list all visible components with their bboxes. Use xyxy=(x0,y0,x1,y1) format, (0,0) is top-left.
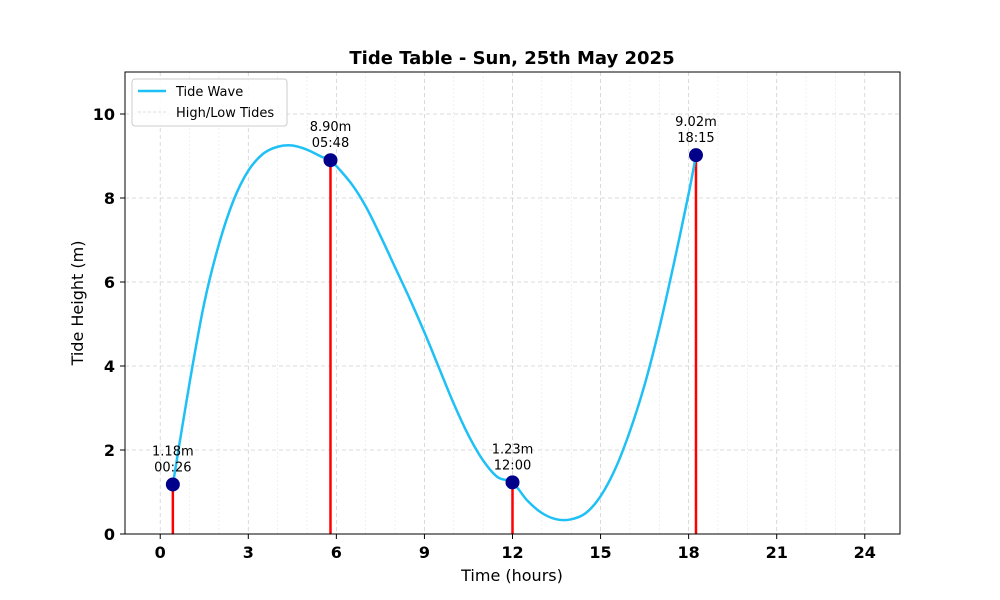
chart-title: Tide Table - Sun, 25th May 2025 xyxy=(349,48,674,69)
tide-marker xyxy=(688,148,703,163)
tide-stem-lines xyxy=(171,155,698,534)
annotation-height: 9.02m xyxy=(675,115,717,130)
legend-box xyxy=(131,78,288,127)
x-tick-label: 18 xyxy=(678,543,700,562)
legend-wave-label: Tide Wave xyxy=(175,85,243,100)
y-tick-label: 10 xyxy=(93,105,115,124)
y-axis-ticks: 0 2 4 6 8 10 xyxy=(93,105,125,544)
y-tick-label: 2 xyxy=(104,441,115,460)
x-tick-label: 9 xyxy=(419,543,430,562)
tide-wave-line xyxy=(171,144,698,522)
y-tick-label: 0 xyxy=(104,525,115,544)
x-tick-label: 0 xyxy=(155,543,166,562)
x-tick-label: 3 xyxy=(243,543,254,562)
annotation-time: 12:00 xyxy=(494,458,531,473)
x-tick-label: 24 xyxy=(854,543,876,562)
tide-marker xyxy=(165,477,180,492)
annotation-height: 8.90m xyxy=(310,120,352,135)
annotation-time: 18:15 xyxy=(677,131,714,146)
x-axis-label: Time (hours) xyxy=(460,566,563,585)
x-tick-label: 6 xyxy=(331,543,342,562)
legend-tides-label: High/Low Tides xyxy=(176,106,274,121)
x-tick-label: 21 xyxy=(766,543,788,562)
x-tick-label: 15 xyxy=(589,543,611,562)
tide-marker xyxy=(323,153,338,168)
annotation-time: 00:26 xyxy=(154,460,191,475)
annotation-time: 05:48 xyxy=(312,136,349,151)
annotation-height: 1.18m xyxy=(152,444,194,459)
y-tick-label: 6 xyxy=(104,273,115,292)
tide-marker xyxy=(505,475,520,490)
y-tick-label: 4 xyxy=(104,357,115,376)
x-axis-ticks: 0 3 6 9 12 15 18 21 24 xyxy=(155,534,876,562)
legend: Tide Wave High/Low Tides xyxy=(131,78,288,127)
y-axis-label: Tide Height (m) xyxy=(68,241,87,367)
y-tick-label: 8 xyxy=(104,189,115,208)
tide-markers xyxy=(165,148,703,492)
annotation-height: 1.23m xyxy=(492,442,534,457)
x-tick-label: 12 xyxy=(501,543,523,562)
